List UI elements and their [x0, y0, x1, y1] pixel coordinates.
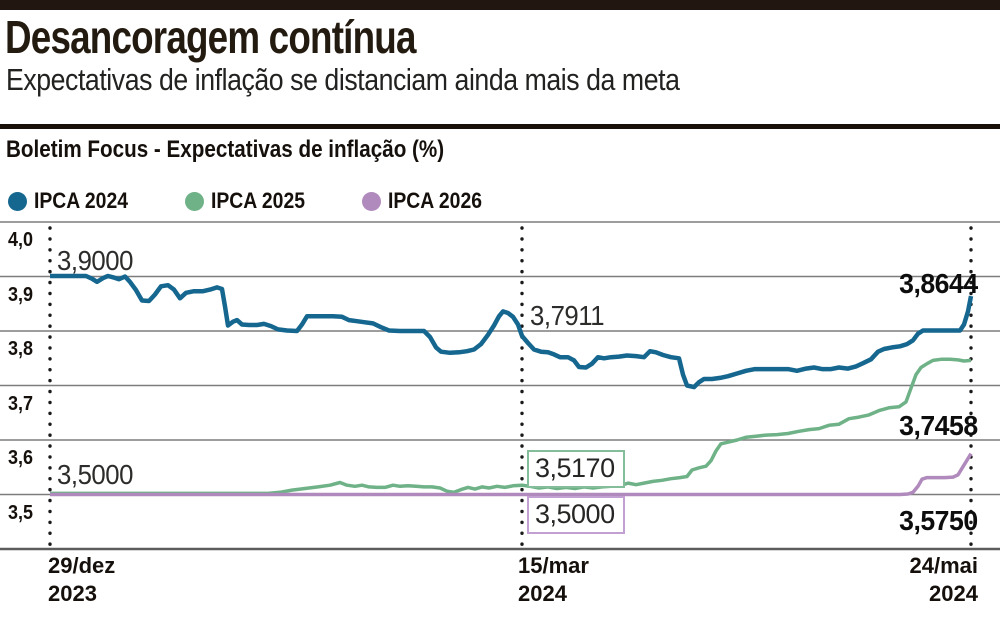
x-tick-date: 29/dez — [48, 553, 116, 578]
value-label-3_5170-3: 3,5170 — [527, 450, 625, 488]
legend-item-ipca-2025: IPCA 2025 — [185, 188, 318, 214]
value-label-3_7458-6: 3,7458 — [899, 410, 978, 441]
y-tick-label-3,9: 3,9 — [8, 283, 34, 306]
y-tick-label-3,7: 3,7 — [8, 392, 34, 415]
legend-label: IPCA 2026 — [388, 188, 482, 213]
legend-label: IPCA 2025 — [211, 188, 305, 213]
series-line-ipca-2024 — [50, 273, 974, 390]
x-tick-year: 2024 — [929, 581, 978, 606]
series-line-ipca-2025 — [50, 357, 972, 496]
value-label-3_5000-1: 3,5000 — [57, 459, 134, 490]
x-tick-year: 2023 — [48, 581, 97, 606]
y-tick-label-3,5: 3,5 — [8, 501, 34, 524]
legend-dot-icon — [185, 191, 204, 211]
value-label-3_5750-7: 3,5750 — [899, 505, 978, 536]
section-divider — [0, 124, 1000, 129]
y-tick-label-4,0: 4,0 — [8, 229, 34, 251]
value-label-3_9000-0: 3,9000 — [57, 245, 134, 276]
x-tick-label-1: 15/mar 2024 — [518, 552, 589, 608]
value-label-3_5000-4: 3,5000 — [527, 496, 625, 534]
legend-label: IPCA 2024 — [34, 188, 128, 213]
x-tick-label-0: 29/dez 2023 — [48, 552, 115, 608]
legend-dot-icon — [8, 191, 27, 211]
legend-item-ipca-2026: IPCA 2026 — [362, 188, 495, 214]
x-tick-label-2: 24/mai 2024 — [910, 552, 979, 608]
top-accent-bar — [0, 0, 1000, 10]
value-label-3_8644-5: 3,8644 — [899, 268, 978, 299]
page-title: Desancoragem contínua — [5, 11, 416, 63]
y-tick-label-3,8: 3,8 — [8, 338, 34, 360]
x-tick-date: 24/mai — [909, 553, 979, 578]
value-label-3_7911-2: 3,7911 — [530, 300, 605, 331]
x-tick-year: 2024 — [518, 581, 567, 606]
series-line-ipca-2026 — [50, 452, 973, 497]
x-tick-date: 15/mar — [518, 553, 589, 578]
page-subtitle: Expectativas de inflação se distanciam a… — [6, 62, 680, 97]
y-tick-label-3,6: 3,6 — [8, 447, 34, 469]
chart-title: Boletim Focus - Expectativas de inflação… — [6, 136, 445, 163]
legend-dot-icon — [362, 191, 381, 211]
line-chart: 4,0 3,9 3,8 3,7 3,6 3,5 29/dez 2023 15/mar 2024 24… — [0, 210, 1000, 622]
legend-item-ipca-2024: IPCA 2024 — [8, 188, 141, 214]
chart-legend: IPCA 2024 IPCA 2025 IPCA 2026 — [8, 188, 998, 214]
